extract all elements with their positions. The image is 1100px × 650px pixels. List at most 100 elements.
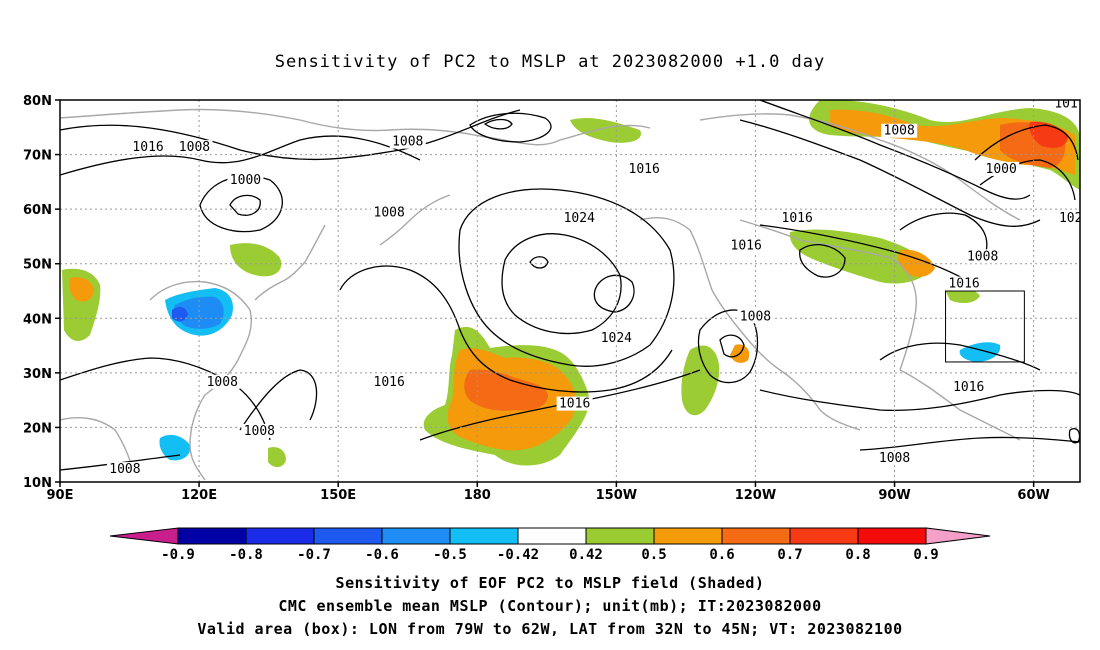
contour-label-bg: [779, 211, 816, 226]
contour-label: 1008: [207, 375, 238, 390]
colorbar-segment: [721, 527, 791, 545]
colorbar-label: -0.42: [497, 547, 539, 563]
contour-label-bg: [737, 309, 774, 324]
contour-label: 1024: [564, 211, 595, 226]
lon-tick-label: 180: [464, 488, 491, 503]
contour-label-bg: [241, 423, 278, 438]
colorbar-label: 0.9: [913, 547, 938, 563]
colorbar-segment: [517, 527, 587, 545]
contour-label: 1016: [948, 277, 979, 292]
contour-label: 1000: [986, 162, 1017, 177]
contour-label-bg: [598, 331, 635, 346]
caption-line-3: Valid area (box): LON from 79W to 62W, L…: [197, 620, 903, 638]
colorbar: -0.9 -0.8 -0.7 -0.6 -0.5 -0.42 0.42 0.5 0.6 0.7 0.…: [109, 527, 991, 563]
positive-shading-green: [230, 243, 282, 277]
colorbar-segment: [585, 527, 655, 545]
contour-label: 1016: [953, 380, 984, 395]
contour-label-bg: [561, 211, 598, 226]
colorbar-high-arrow: [925, 527, 991, 545]
contour-label: 1016: [132, 140, 163, 155]
contour-label: 1016: [374, 375, 405, 390]
colorbar-segment: [789, 527, 859, 545]
contour-label: 1008: [179, 140, 210, 155]
colorbar-label: 0.42: [569, 547, 603, 563]
contour-label-bg: [371, 205, 408, 220]
contour-labels: 1016 1008 1000 1008 1008 1016 1024 1016 1016 1024…: [106, 96, 1082, 477]
caption-line-1: Sensitivity of EOF PC2 to MSLP field (Sh…: [335, 574, 765, 592]
lat-tick-label: 40N: [23, 312, 52, 327]
lon-tick-label: 150W: [596, 488, 637, 503]
contour-label-bg: [950, 380, 987, 395]
positive-shading-orange: [69, 277, 94, 302]
contour-label-bg: [728, 238, 765, 253]
contour-label: 1016: [629, 162, 660, 177]
colorbar-label: 0.7: [777, 547, 802, 563]
contour-label-bg: [130, 140, 167, 155]
lat-tick-label: 80N: [23, 94, 52, 109]
lat-tick-label: 20N: [23, 421, 52, 436]
contour-label-bg: [556, 396, 593, 411]
lon-tick-label: 90W: [878, 488, 910, 503]
contour-label: 1008: [879, 451, 910, 466]
contour-label-bg: [204, 374, 241, 389]
positive-shading-green: [681, 345, 720, 416]
figure-title: Sensitivity of PC2 to MSLP at 2023082000…: [275, 52, 826, 72]
colorbar-label: -0.7: [297, 547, 331, 563]
lon-tick-label: 90E: [47, 488, 74, 503]
colorbar-segment: [313, 527, 383, 545]
colorbar-segment: [381, 527, 451, 545]
contour-label-bg: [106, 462, 143, 477]
lat-tick-label: 10N: [23, 476, 52, 491]
contour-label-bg: [389, 134, 426, 149]
colorbar-label: -0.8: [229, 547, 263, 563]
lat-tick-label: 30N: [23, 367, 52, 382]
colorbar-segment: [857, 527, 927, 545]
positive-shading-green: [570, 118, 641, 143]
contour-label-bg: [176, 140, 213, 155]
contour-label-bg: [983, 161, 1020, 176]
contour-label: 102: [1059, 211, 1082, 226]
lat-tick-label: 50N: [23, 258, 52, 273]
lat-tick-label: 70N: [23, 149, 52, 164]
contour-label: 1008: [109, 462, 140, 477]
contour-label: 1008: [392, 135, 423, 150]
contour-label: 1008: [244, 424, 275, 439]
caption-line-2: CMC ensemble mean MSLP (Contour); unit(m…: [278, 597, 822, 615]
contour-label: 1008: [967, 249, 998, 264]
contour-label: 101: [1054, 96, 1077, 111]
contour-label: 1024: [601, 331, 632, 346]
lat-tick-label: 60N: [23, 203, 52, 218]
map-frame: [59, 99, 1081, 483]
map-grid: [60, 100, 1080, 482]
contour-label-bg: [227, 172, 264, 187]
contour-label-bg: [626, 161, 663, 176]
contour-label: 1000: [230, 173, 261, 188]
contour-label: 1016: [782, 211, 813, 226]
colorbar-label: 0.8: [845, 547, 870, 563]
lon-tick-label: 120E: [181, 488, 217, 503]
contour-label-bg: [1056, 211, 1080, 226]
valid-area-box: [945, 290, 1025, 363]
colorbar-label: 0.6: [709, 547, 734, 563]
colorbar-segment: [653, 527, 723, 545]
contour-label-bg: [881, 123, 918, 138]
positive-shading-red: [1029, 121, 1068, 148]
colorbar-segment: [245, 527, 315, 545]
contour-label: 1016: [731, 238, 762, 253]
lon-tick-label: 60W: [1017, 488, 1049, 503]
lon-tick-label: 150E: [320, 488, 356, 503]
contour-label-bg: [1052, 100, 1080, 111]
lon-tick-label: 120W: [735, 488, 776, 503]
contour-label: 1008: [884, 124, 915, 139]
mslp-contours: [60, 100, 1080, 471]
contour-label-bg: [964, 249, 1001, 264]
colorbar-label: -0.9: [161, 547, 195, 563]
contour-label-bg: [946, 276, 983, 291]
contour-label: 1016: [559, 397, 590, 412]
colorbar-low-arrow: [109, 527, 179, 545]
contour-label-bg: [371, 374, 408, 389]
colorbar-label: -0.6: [365, 547, 399, 563]
contour-label-bg: [876, 451, 913, 466]
